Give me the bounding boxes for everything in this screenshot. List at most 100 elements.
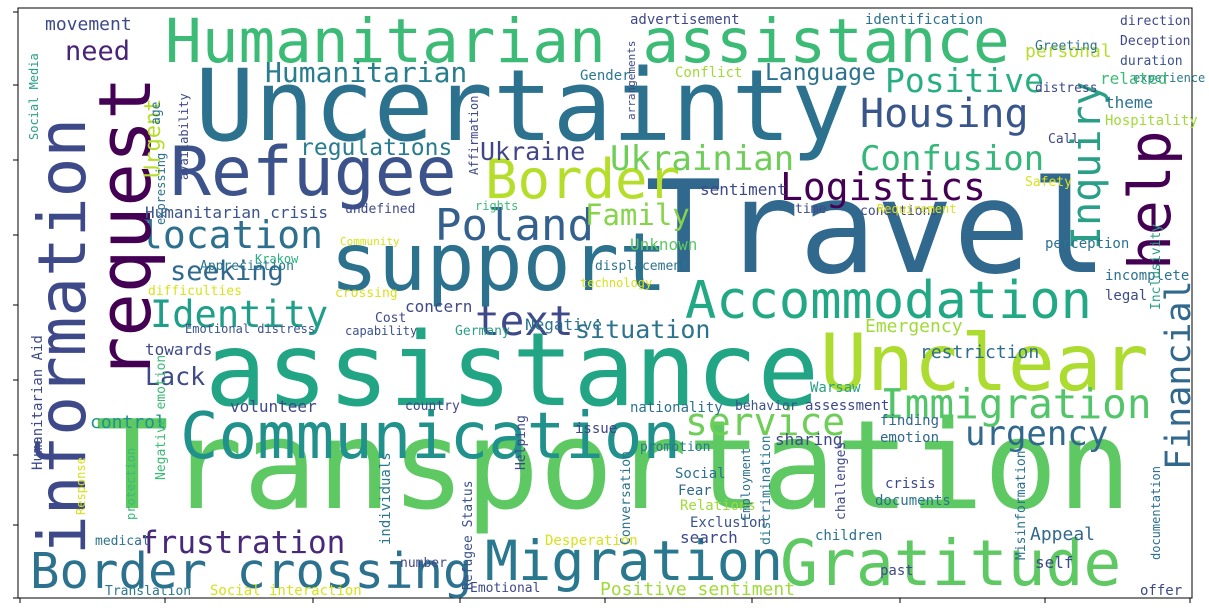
- word: nationality: [630, 400, 723, 416]
- word: Negative: [525, 315, 602, 334]
- word: difficulties: [148, 284, 242, 299]
- word: Logistics: [780, 165, 986, 209]
- word: Language: [765, 60, 876, 86]
- word: capability: [345, 324, 417, 338]
- word: Humanitarian Aid: [30, 335, 46, 470]
- word: direction: [1120, 14, 1190, 29]
- word: Response: [74, 457, 88, 515]
- word: Hospitality: [1105, 113, 1198, 129]
- word: Conflict: [675, 65, 742, 81]
- word: perception: [1045, 236, 1129, 252]
- word: medical: [95, 534, 150, 549]
- word: frustration: [140, 525, 345, 561]
- word: Communication: [180, 400, 681, 474]
- word: age: [149, 101, 164, 125]
- word: promotion: [640, 440, 710, 455]
- word: Emergency: [865, 316, 963, 337]
- word: duration: [1120, 54, 1183, 69]
- word: Lack: [145, 362, 205, 391]
- word: Inclusivity: [1149, 224, 1164, 310]
- word: support: [330, 216, 667, 309]
- word: Poland: [435, 200, 594, 251]
- word: Humanitarian: [265, 56, 467, 89]
- word: Migration: [485, 529, 783, 593]
- word: sentiment: [700, 180, 787, 199]
- word: sharing: [775, 430, 842, 449]
- word: Ukrainian: [610, 139, 794, 179]
- word: arrangements: [625, 41, 638, 120]
- word: Housing: [860, 91, 1029, 137]
- word: Misinformation: [1014, 450, 1029, 560]
- word: concern: [405, 297, 472, 316]
- word: Unknown: [630, 235, 697, 254]
- word: Appreciation: [200, 259, 294, 274]
- word-cloud: Uncertainty TransportationassistanceTrave…: [24, 6, 1205, 600]
- word: rights: [475, 199, 518, 213]
- word: Warsaw: [810, 380, 861, 396]
- word: movement: [45, 14, 132, 35]
- word: Negative emotion: [154, 355, 169, 480]
- word: Immigration: [880, 380, 1152, 428]
- word: Social Media: [27, 53, 41, 140]
- word: distress: [1035, 81, 1098, 96]
- x-ticks: [19, 598, 1191, 603]
- word: Identity: [150, 293, 328, 336]
- word: displacement: [595, 259, 689, 274]
- word: Social interaction: [210, 583, 362, 599]
- word: undefined: [345, 202, 415, 217]
- word: availability: [177, 93, 191, 180]
- word: Appeal: [1030, 524, 1095, 545]
- word: Translation: [105, 584, 191, 599]
- word: search: [680, 528, 738, 547]
- word: Accommodation: [685, 271, 1092, 331]
- word: Financial: [1159, 280, 1199, 470]
- word: advertisement: [630, 12, 740, 28]
- word: service: [685, 400, 845, 444]
- word: Relations: [680, 498, 756, 514]
- word: documentation: [1149, 466, 1163, 560]
- word: Unclear: [820, 319, 1149, 409]
- word: time: [795, 202, 826, 217]
- word: country: [405, 399, 460, 414]
- word: Greeting: [1035, 39, 1098, 54]
- word: Positive sentiment: [600, 579, 795, 600]
- word: need: [65, 36, 130, 67]
- word: Gender: [580, 68, 631, 84]
- word: Confusion: [860, 139, 1044, 179]
- word: situation: [575, 315, 710, 344]
- word: Positive: [885, 61, 1044, 100]
- word: Deception: [1120, 34, 1190, 49]
- word: identification: [865, 12, 983, 28]
- word: Call: [1048, 132, 1079, 147]
- word: Refugee Status: [461, 480, 476, 590]
- word: protection: [124, 448, 138, 520]
- word: Uncertainty: [195, 49, 851, 164]
- word: towards: [145, 340, 212, 359]
- frame: [17, 7, 1193, 599]
- word: Exclusion: [690, 515, 766, 531]
- word: discrimination: [759, 435, 774, 545]
- word: Helping: [514, 415, 529, 470]
- word: help: [1116, 130, 1184, 270]
- word: Gratitude: [780, 527, 1121, 600]
- word: assessment: [805, 398, 889, 414]
- word: past: [880, 563, 914, 579]
- word: Inquiry: [1064, 81, 1110, 250]
- word: control: [90, 412, 166, 433]
- word: Conversation: [619, 451, 634, 545]
- word: seeking: [170, 256, 284, 287]
- word: finding: [880, 413, 939, 429]
- word: Urgent: [141, 99, 166, 178]
- word: Humanitarian crisis: [145, 203, 328, 222]
- word: information: [24, 118, 101, 555]
- word: Travel: [645, 154, 1107, 303]
- word: urgency: [965, 414, 1108, 454]
- word: related: [1100, 69, 1167, 88]
- word: individuals: [378, 452, 394, 545]
- word: Emotional: [470, 581, 540, 596]
- word: self: [1035, 553, 1074, 572]
- word: technology: [580, 276, 652, 290]
- word: Family: [585, 198, 690, 232]
- word: Employment: [739, 448, 753, 520]
